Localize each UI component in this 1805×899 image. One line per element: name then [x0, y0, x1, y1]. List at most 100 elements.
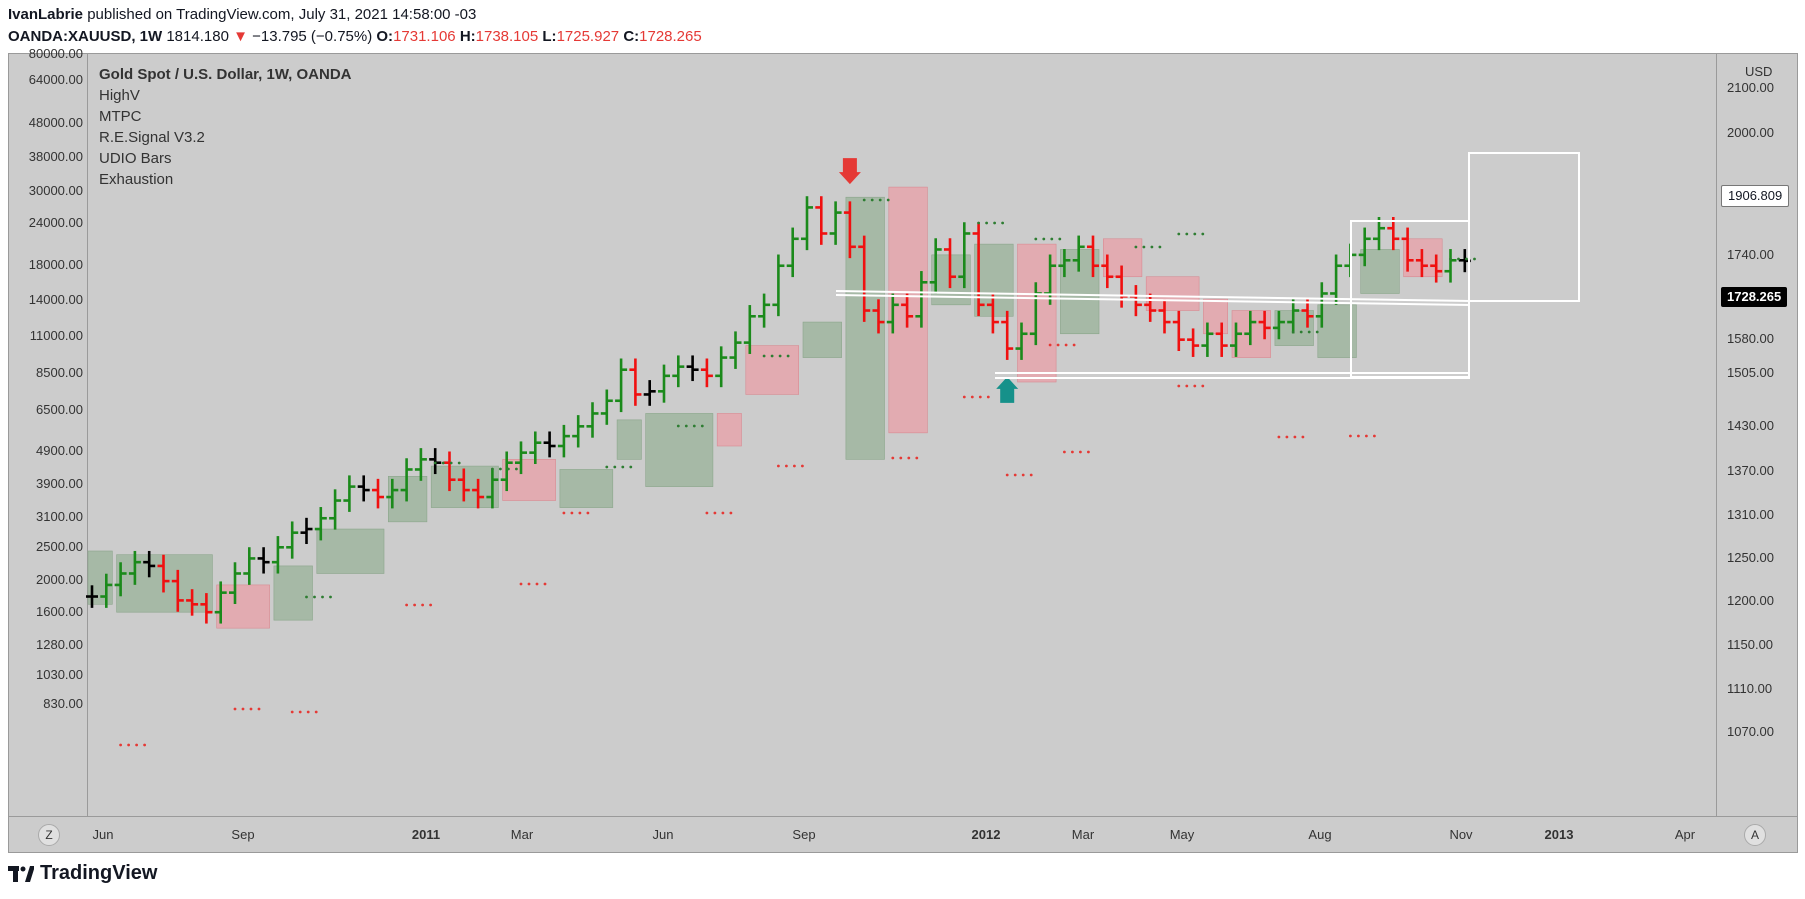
ohlc-bar	[357, 475, 370, 502]
open-label: O:	[376, 28, 394, 45]
quote-line: OANDA:XAUUSD, 1W 1814.180 ▼ −13.795 (−0.…	[8, 28, 702, 45]
ohlc-bar	[872, 299, 885, 334]
exhaustion-dot	[970, 395, 974, 399]
right-axis-tick: 1250.00	[1727, 550, 1774, 565]
exhaustion-dot	[233, 707, 237, 711]
left-price-axis[interactable]: 80000.00 64000.00 48000.00 38000.00 30000.00…	[9, 46, 88, 816]
ohlc-bar	[1373, 217, 1385, 251]
currency-unit: USD	[1745, 64, 1773, 79]
exhaustion-dot	[986, 395, 990, 399]
exhaustion-dot	[1021, 473, 1025, 477]
exhaustion-dot	[1029, 473, 1033, 477]
exhaustion-dot	[1315, 330, 1319, 334]
exhaustion-dot	[1193, 232, 1197, 236]
range-box	[1360, 249, 1400, 294]
ohlc-bar	[1301, 299, 1314, 328]
exhaustion-dot	[543, 582, 547, 586]
exhaustion-dot	[143, 743, 147, 747]
exhaustion-dot	[1087, 450, 1090, 454]
exhaustion-dot	[777, 464, 780, 468]
exhaustion-dot	[305, 595, 308, 599]
exhaustion-dot	[257, 707, 261, 711]
exhaustion-dot	[1373, 434, 1376, 438]
legend-item[interactable]: MTPC	[99, 108, 142, 125]
right-axis-tick: 1070.00	[1727, 724, 1774, 739]
ohlc-bar	[986, 293, 999, 334]
ohlc-bar	[944, 238, 956, 289]
ohlc-bar	[557, 424, 570, 458]
time-axis-tick: Sep	[792, 827, 816, 842]
time-axis-tick: Jun	[652, 827, 674, 842]
exhaustion-dot	[449, 461, 453, 465]
exhaustion-dot	[491, 467, 494, 471]
exhaustion-dot	[515, 467, 518, 471]
ohlc-bar	[1230, 322, 1242, 357]
ohlc-bar	[1244, 310, 1257, 346]
ohlc-bar	[500, 451, 513, 492]
ohlc-bar	[329, 489, 342, 530]
left-axis-tick: 8500.00	[36, 365, 83, 380]
exhaustion-dot	[1465, 257, 1468, 261]
auto-scale-button[interactable]: A	[1744, 824, 1766, 846]
time-axis[interactable]: Jun Sep 2011 Mar Jun Sep 2012 Mar May Aug Nov 2013 A…	[9, 816, 1797, 852]
ohlc-bar	[972, 222, 985, 317]
ohlc-bar	[858, 235, 871, 322]
ohlc-bar	[214, 581, 227, 624]
ohlc-bar	[1358, 227, 1371, 267]
ohlc-bar	[586, 402, 599, 438]
left-axis-tick: 3900.00	[36, 476, 83, 491]
buy-signal-arrow-icon	[996, 376, 1019, 403]
zoom-button[interactable]: Z	[38, 824, 60, 846]
time-axis-tick: Apr	[1674, 827, 1696, 842]
ohlc-bar	[1201, 322, 1214, 357]
exhaustion-dot	[978, 395, 982, 399]
ohlc-bar	[729, 331, 742, 369]
ohlc-bar	[343, 475, 356, 512]
ohlc-bar	[901, 293, 914, 328]
chart-plot-area[interactable]	[88, 54, 1716, 816]
ohlc-bar	[672, 355, 685, 388]
right-price-axis[interactable]: USD 2100.002000.001820.001740.001660.001…	[1716, 54, 1797, 816]
ohlc-bar	[929, 238, 942, 294]
exhaustion-dot	[1457, 257, 1460, 261]
left-axis-tick: 6500.00	[36, 402, 83, 417]
legend-item[interactable]: HighV	[99, 87, 140, 104]
left-axis-tick: 2000.00	[36, 572, 83, 587]
range-box	[1317, 304, 1357, 358]
ohlc-bar	[457, 468, 470, 502]
exhaustion-dot	[1285, 435, 1289, 439]
legend-title[interactable]: Gold Spot / U.S. Dollar, 1W, OANDA	[99, 66, 352, 83]
exhaustion-dot	[692, 424, 696, 428]
tradingview-logo[interactable]: TradingView	[8, 862, 157, 885]
ohlc-bar	[643, 380, 656, 406]
low-label: L:	[542, 28, 557, 45]
legend-item[interactable]: R.E.Signal V3.2	[99, 129, 205, 146]
exhaustion-dot	[457, 461, 461, 465]
right-axis-tick: 1580.00	[1727, 331, 1774, 346]
exhaustion-dot	[1277, 435, 1281, 439]
exhaustion-dot	[721, 511, 725, 515]
exhaustion-dot	[785, 464, 788, 468]
exhaustion-dot	[1177, 384, 1181, 388]
left-axis-tick: 1280.00	[36, 637, 83, 652]
legend-item[interactable]: UDIO Bars	[99, 150, 172, 167]
author-name[interactable]: IvanLabrie	[8, 6, 84, 23]
ohlc-bar	[486, 468, 499, 509]
ohlc-bar	[300, 517, 313, 545]
left-axis-tick: 80000.00	[28, 46, 83, 61]
time-axis-tick: May	[1169, 827, 1195, 842]
exhaustion-dot	[1056, 343, 1060, 347]
right-axis-tick: 1370.00	[1727, 463, 1774, 478]
trend-line	[835, 294, 1471, 306]
exhaustion-dot	[1365, 434, 1368, 438]
time-axis-tick: Sep	[231, 827, 255, 842]
ohlc-bar	[543, 431, 556, 458]
left-axis-tick: 38000.00	[28, 149, 83, 164]
price-marker-tag: 1906.809	[1721, 185, 1790, 207]
range-box	[87, 550, 113, 605]
exhaustion-dot	[1291, 330, 1295, 334]
legend-item[interactable]: Exhaustion	[99, 171, 174, 188]
right-axis-tick: 1200.00	[1727, 593, 1774, 608]
exhaustion-dot	[899, 456, 903, 460]
